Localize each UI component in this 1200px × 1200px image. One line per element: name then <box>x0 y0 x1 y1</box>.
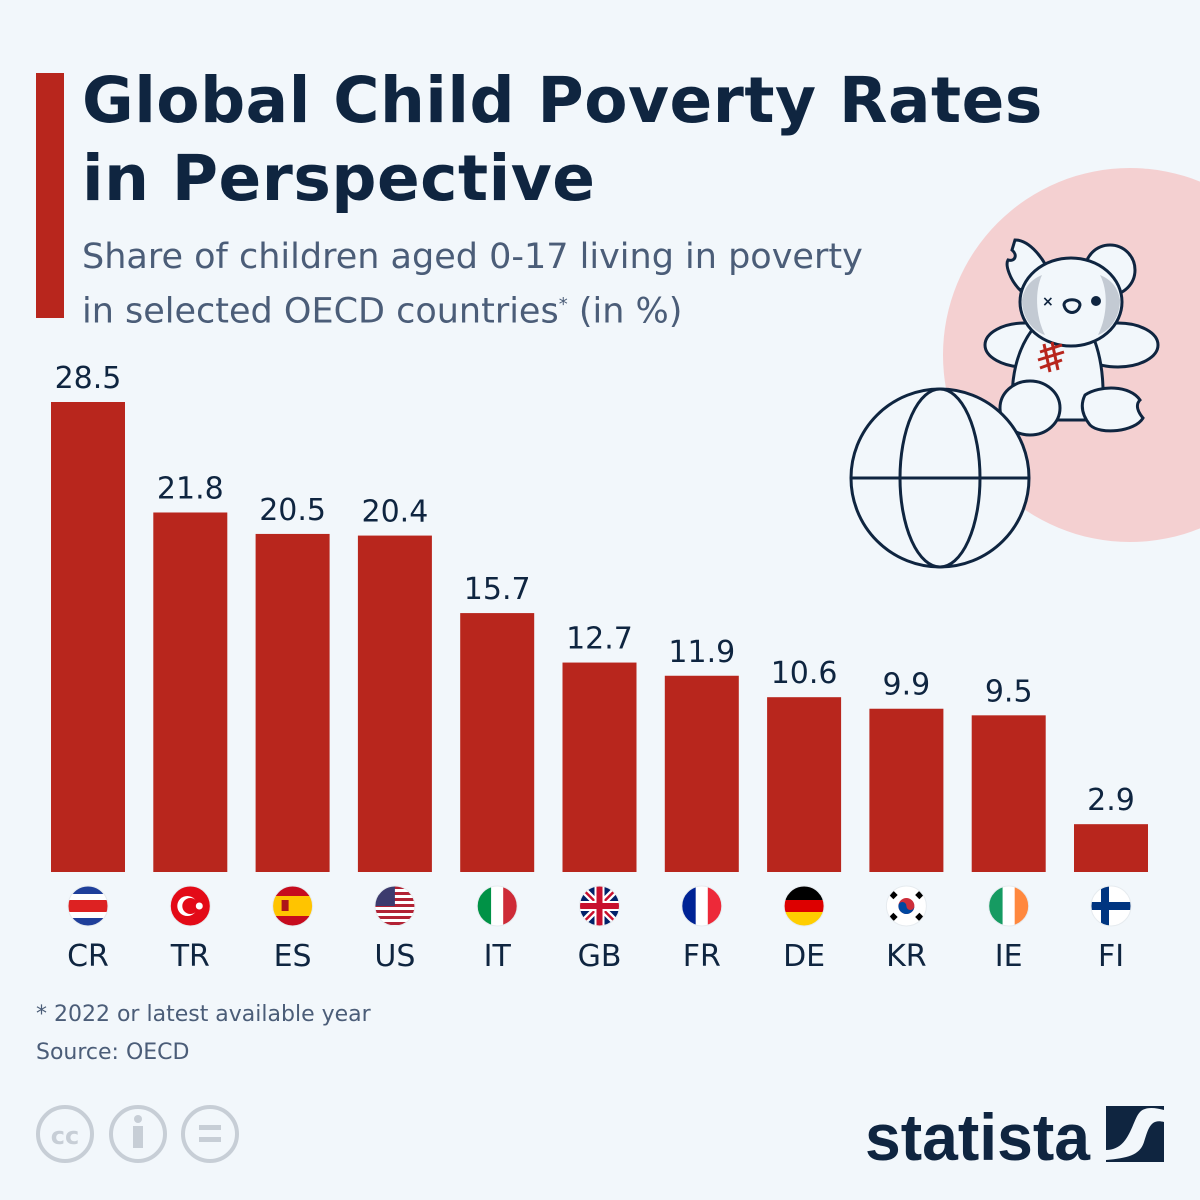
accent-bar <box>36 73 64 318</box>
data-label-IT: 15.7 <box>464 572 531 607</box>
bar-CR <box>51 402 125 872</box>
bar-IT <box>460 613 535 872</box>
page-title: Global Child Poverty Rates in Perspective <box>82 62 1043 218</box>
subtitle-line-1: Share of children aged 0-17 living in po… <box>82 237 863 277</box>
bar-FI <box>1074 824 1148 872</box>
category-label-GB: GB <box>578 939 622 974</box>
source: Source: OECD <box>36 1040 190 1065</box>
footnote: * 2022 or latest available year <box>36 1002 371 1027</box>
flag-us-icon <box>374 885 416 927</box>
data-label-KR: 9.9 <box>883 668 931 703</box>
globe-icon <box>849 387 1031 569</box>
bar-chart: 28.5 CR 21.8 TR 20.5 ES 20.4 US 15.7 IT 12.7 GB 11.9… <box>51 361 1148 974</box>
category-label-KR: KR <box>886 939 927 974</box>
attribution-icon <box>109 1105 167 1163</box>
svg-text:×: × <box>1042 294 1054 310</box>
subtitle-unit: (in %) <box>567 291 683 332</box>
subtitle-asterisk: * <box>558 294 568 315</box>
category-label-ES: ES <box>274 939 312 974</box>
bar-US <box>357 535 432 872</box>
data-label-IE: 9.5 <box>985 674 1033 709</box>
no-derivatives-icon <box>181 1105 239 1163</box>
flag-kr-icon <box>885 885 927 927</box>
flag-gb-icon <box>579 885 620 927</box>
data-label-US: 20.4 <box>362 495 429 530</box>
category-label-TR: TR <box>170 939 210 974</box>
category-label-FR: FR <box>683 939 721 974</box>
flag-ie-icon <box>988 885 1030 927</box>
statista-logo: statista <box>865 1100 1164 1174</box>
bar-KR <box>869 708 944 872</box>
flag-fi-icon <box>1090 885 1132 927</box>
bar-DE <box>767 697 842 872</box>
bar-IE <box>971 715 1046 872</box>
category-label-CR: CR <box>67 939 109 974</box>
category-label-US: US <box>374 939 415 974</box>
flag-tr-icon <box>169 885 211 927</box>
flag-de-icon <box>783 885 825 927</box>
title-line-2: in Perspective <box>82 142 596 215</box>
data-label-ES: 20.5 <box>259 493 326 528</box>
data-label-TR: 21.8 <box>157 471 224 506</box>
bar-FR <box>664 675 739 872</box>
category-label-FI: FI <box>1098 939 1124 974</box>
cc-icon: cc <box>36 1105 94 1163</box>
flag-fr-icon <box>681 885 723 927</box>
bar-GB <box>562 662 637 872</box>
svg-text:statista: statista <box>865 1100 1091 1174</box>
bar-ES <box>255 533 330 872</box>
category-label-IE: IE <box>995 939 1023 974</box>
data-label-DE: 10.6 <box>771 656 838 691</box>
flag-cr-icon <box>67 885 109 927</box>
title-line-1: Global Child Poverty Rates <box>82 64 1043 137</box>
subtitle-line-2: in selected OECD countries <box>82 291 559 332</box>
flag-it-icon <box>476 885 518 927</box>
data-label-FI: 2.9 <box>1087 783 1135 818</box>
flag-es-icon <box>272 885 314 927</box>
category-label-IT: IT <box>484 939 512 974</box>
category-label-DE: DE <box>783 939 825 974</box>
data-label-FR: 11.9 <box>668 635 735 670</box>
bar-TR <box>153 512 228 872</box>
svg-text:cc: cc <box>51 1122 79 1150</box>
data-label-CR: 28.5 <box>55 361 122 396</box>
data-label-GB: 12.7 <box>566 622 633 657</box>
subtitle: Share of children aged 0-17 living in po… <box>82 234 863 336</box>
